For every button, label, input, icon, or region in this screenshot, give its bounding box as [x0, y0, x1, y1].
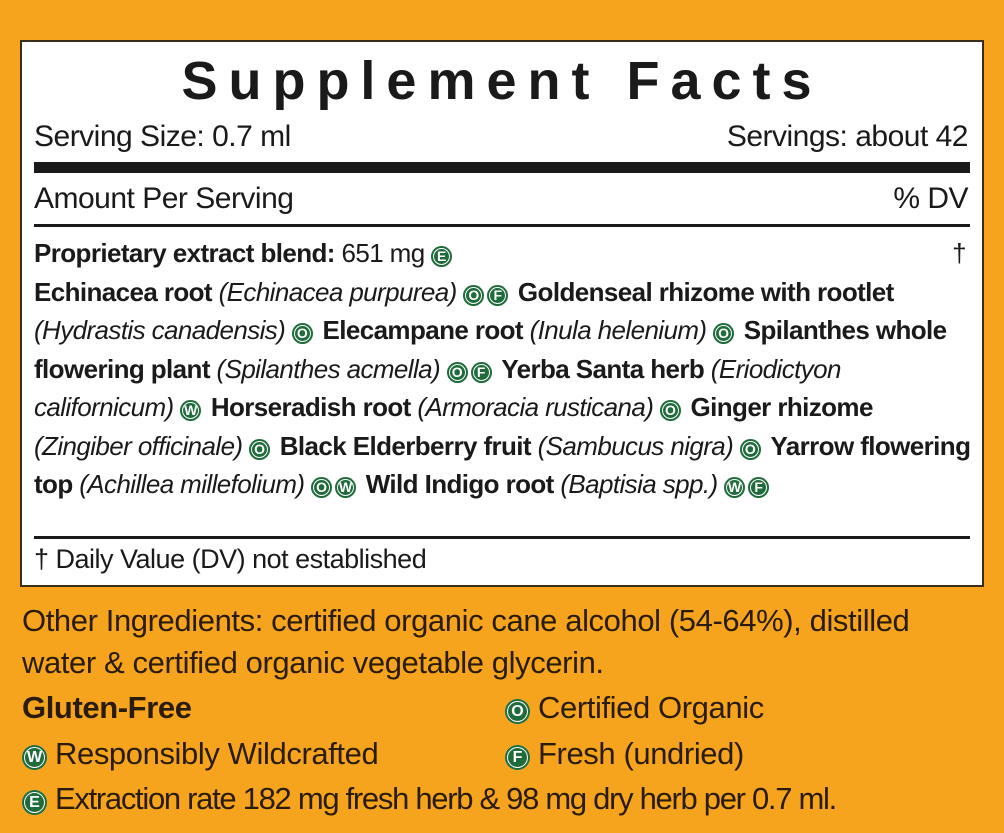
latin-name: (Eriodictyon californicum): [34, 353, 841, 423]
legend-label: Extraction rate 182 mg fresh herb & 98 m…: [55, 781, 837, 816]
ingredient-name: Black Elderberry fruit: [279, 430, 532, 461]
icon: O: [249, 438, 271, 460]
latin-name: (Inula helenium): [529, 315, 707, 345]
icon: O: [463, 284, 485, 306]
blend-line: † Proprietary extract blend: 651 mg E: [34, 234, 974, 273]
latin-name: (Achillea millefolium): [79, 469, 305, 499]
icon: W: [335, 477, 357, 498]
ingredient-name: Echinacea root: [34, 276, 213, 307]
icon: O: [446, 361, 468, 383]
icon: O: [713, 323, 735, 344]
facts-panel: Supplement Facts Serving Size: 0.7 ml Se…: [20, 40, 984, 587]
blend-name: Proprietary extract blend:: [34, 238, 335, 268]
icon: W: [724, 477, 746, 498]
footnote: † Daily Value (DV) not established: [34, 544, 427, 574]
icon: F: [487, 284, 509, 306]
latin-name: (Armoracia rusticana): [417, 392, 654, 422]
icon: O: [311, 477, 333, 498]
latin-name: (Zingiber officinale): [34, 430, 243, 461]
rule: [34, 162, 970, 173]
icon: W: [180, 400, 202, 421]
gluten-free: Gluten-Free: [22, 690, 192, 725]
legend-item: F Fresh (undried): [505, 736, 744, 772]
latin-name: (Spilanthes acmella): [216, 353, 441, 384]
rule: [34, 224, 970, 227]
legend-item: E Extraction rate 182 mg fresh herb & 98 …: [22, 781, 837, 817]
icon: O: [739, 438, 761, 460]
blend-amount: 651 mg: [341, 238, 425, 268]
ingredient-name: Goldenseal rhizome with rootlet: [517, 276, 894, 307]
legend-label: Certified Organic: [538, 690, 764, 725]
icon: E: [22, 790, 47, 815]
icon: F: [470, 361, 492, 383]
other-ingredients: Other Ingredients: certified organic can…: [22, 603, 910, 680]
icon: O: [505, 699, 530, 724]
legend-label: Fresh (undried): [538, 736, 744, 771]
icon: F: [505, 745, 530, 770]
ingredient-name: Yarrow flowering top: [34, 430, 971, 500]
ingredient-name: Wild Indigo root: [365, 469, 555, 499]
latin-name: (Echinacea purpurea): [218, 276, 458, 307]
title: Supplement Facts: [181, 51, 823, 111]
dv-mark: †: [952, 238, 966, 268]
icon: F: [748, 477, 770, 498]
rule: [34, 536, 970, 539]
serving-size: Serving Size: 0.7 ml: [34, 120, 291, 153]
ingredient-name: Ginger rhizome: [690, 392, 874, 422]
legend-label: Responsibly Wildcrafted: [55, 736, 379, 771]
legend-item: O Certified Organic: [505, 690, 764, 726]
latin-name: (Hydrastis canadensis): [34, 315, 286, 345]
amount-header: Amount Per Serving: [34, 182, 294, 215]
latin-name: (Sambucus nigra): [537, 430, 734, 461]
dv-header: % DV: [893, 182, 968, 215]
legend-item: W Responsibly Wildcrafted: [22, 736, 379, 772]
latin-name: (Baptisia spp.): [560, 469, 718, 499]
ingredient-name: Yerba Santa herb: [501, 353, 705, 384]
ingredient-name: Horseradish root: [210, 392, 411, 422]
icon: O: [291, 323, 313, 344]
icon: O: [659, 400, 681, 421]
icon: E: [431, 246, 453, 267]
ingredient-name: Spilanthes whole flowering plant: [34, 315, 947, 384]
ingredient-list: † Proprietary extract blend: 651 mg E Echi…: [34, 234, 974, 504]
ingredient-name: Elecampane root: [322, 315, 523, 345]
icon: W: [22, 745, 47, 770]
servings: Servings: about 42: [726, 120, 969, 153]
